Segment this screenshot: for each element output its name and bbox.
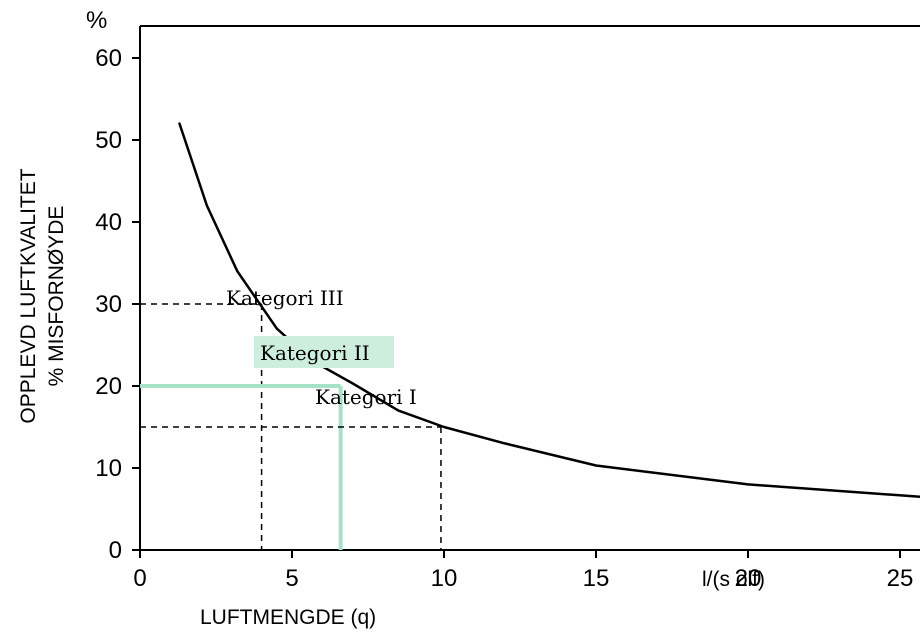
x-axis-title: LUFTMENGDE (q) [200, 606, 376, 629]
y-tick-label: 50 [95, 127, 122, 154]
x-tick-label: 25 [887, 565, 914, 592]
y-tick-label: 60 [95, 45, 122, 72]
kategori-ii-label: Kategori II [260, 341, 370, 365]
x-tick-label: 20 [735, 565, 762, 592]
series-layer [178, 122, 920, 499]
y-tick-label: 40 [95, 209, 122, 236]
x-tick-label: 5 [285, 565, 298, 592]
reference-lines [140, 303, 442, 550]
x-tick-label: 15 [583, 565, 610, 592]
kategori-ii-highlight [254, 336, 394, 368]
y-unit-label: % [86, 7, 107, 34]
y-axis-title-line1: OPPLEVD LUFTKVALITET [17, 168, 40, 423]
y-tick-label: 20 [95, 373, 122, 400]
axes [139, 25, 920, 551]
y-tick-label: 30 [95, 291, 122, 318]
ticks: 051015202530350102030405060 [95, 45, 914, 592]
annotations: Kategori III Kategori II Kategori I [226, 286, 417, 409]
x-unit-label: l/(s olf) [702, 568, 765, 591]
kategori-iii-label: Kategori III [226, 286, 344, 310]
x-tick-label: 10 [431, 565, 458, 592]
y-axis-title-line2: % MISFORNØYDE [45, 206, 68, 387]
kategori-i-label: Kategori I [315, 385, 417, 409]
y-tick-label: 10 [95, 455, 122, 482]
x-tick-label: 0 [133, 565, 146, 592]
y-tick-label: 0 [109, 537, 122, 564]
series-line [178, 122, 920, 499]
